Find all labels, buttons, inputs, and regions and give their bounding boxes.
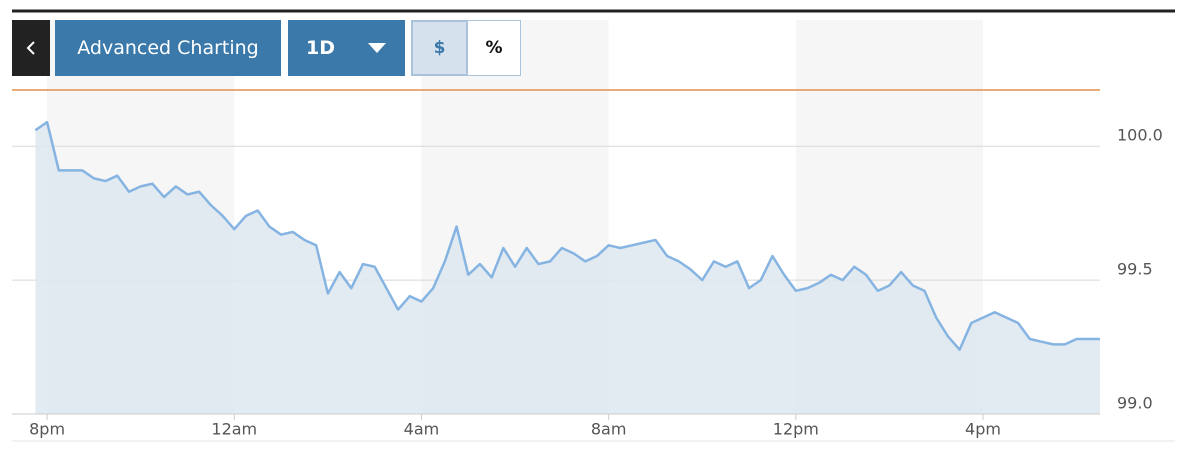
y-tick-label: 100.0	[1117, 126, 1163, 145]
x-tick-label: 4pm	[965, 420, 1001, 439]
x-tick-label: 12pm	[773, 420, 819, 439]
x-tick-label: 12am	[211, 420, 257, 439]
area-fill	[35, 122, 1101, 414]
advanced-charting-button[interactable]: Advanced Charting	[55, 20, 281, 76]
back-button[interactable]	[12, 20, 50, 76]
dropdown-arrow	[368, 43, 386, 53]
chevron-icon	[26, 41, 35, 55]
price-line	[34, 120, 1100, 351]
x-tick-label: 8am	[591, 420, 627, 439]
percent-toggle[interactable]: %	[467, 20, 521, 76]
range-dropdown[interactable]: 1D	[288, 20, 405, 76]
range-label: 1D	[306, 37, 335, 59]
y-tick-label: 99.5	[1117, 260, 1153, 279]
x-tick-label: 8pm	[29, 420, 65, 439]
dollar-toggle[interactable]: $	[411, 20, 468, 76]
x-tick-label: 4am	[404, 420, 440, 439]
y-tick-label: 99.0	[1117, 394, 1153, 413]
